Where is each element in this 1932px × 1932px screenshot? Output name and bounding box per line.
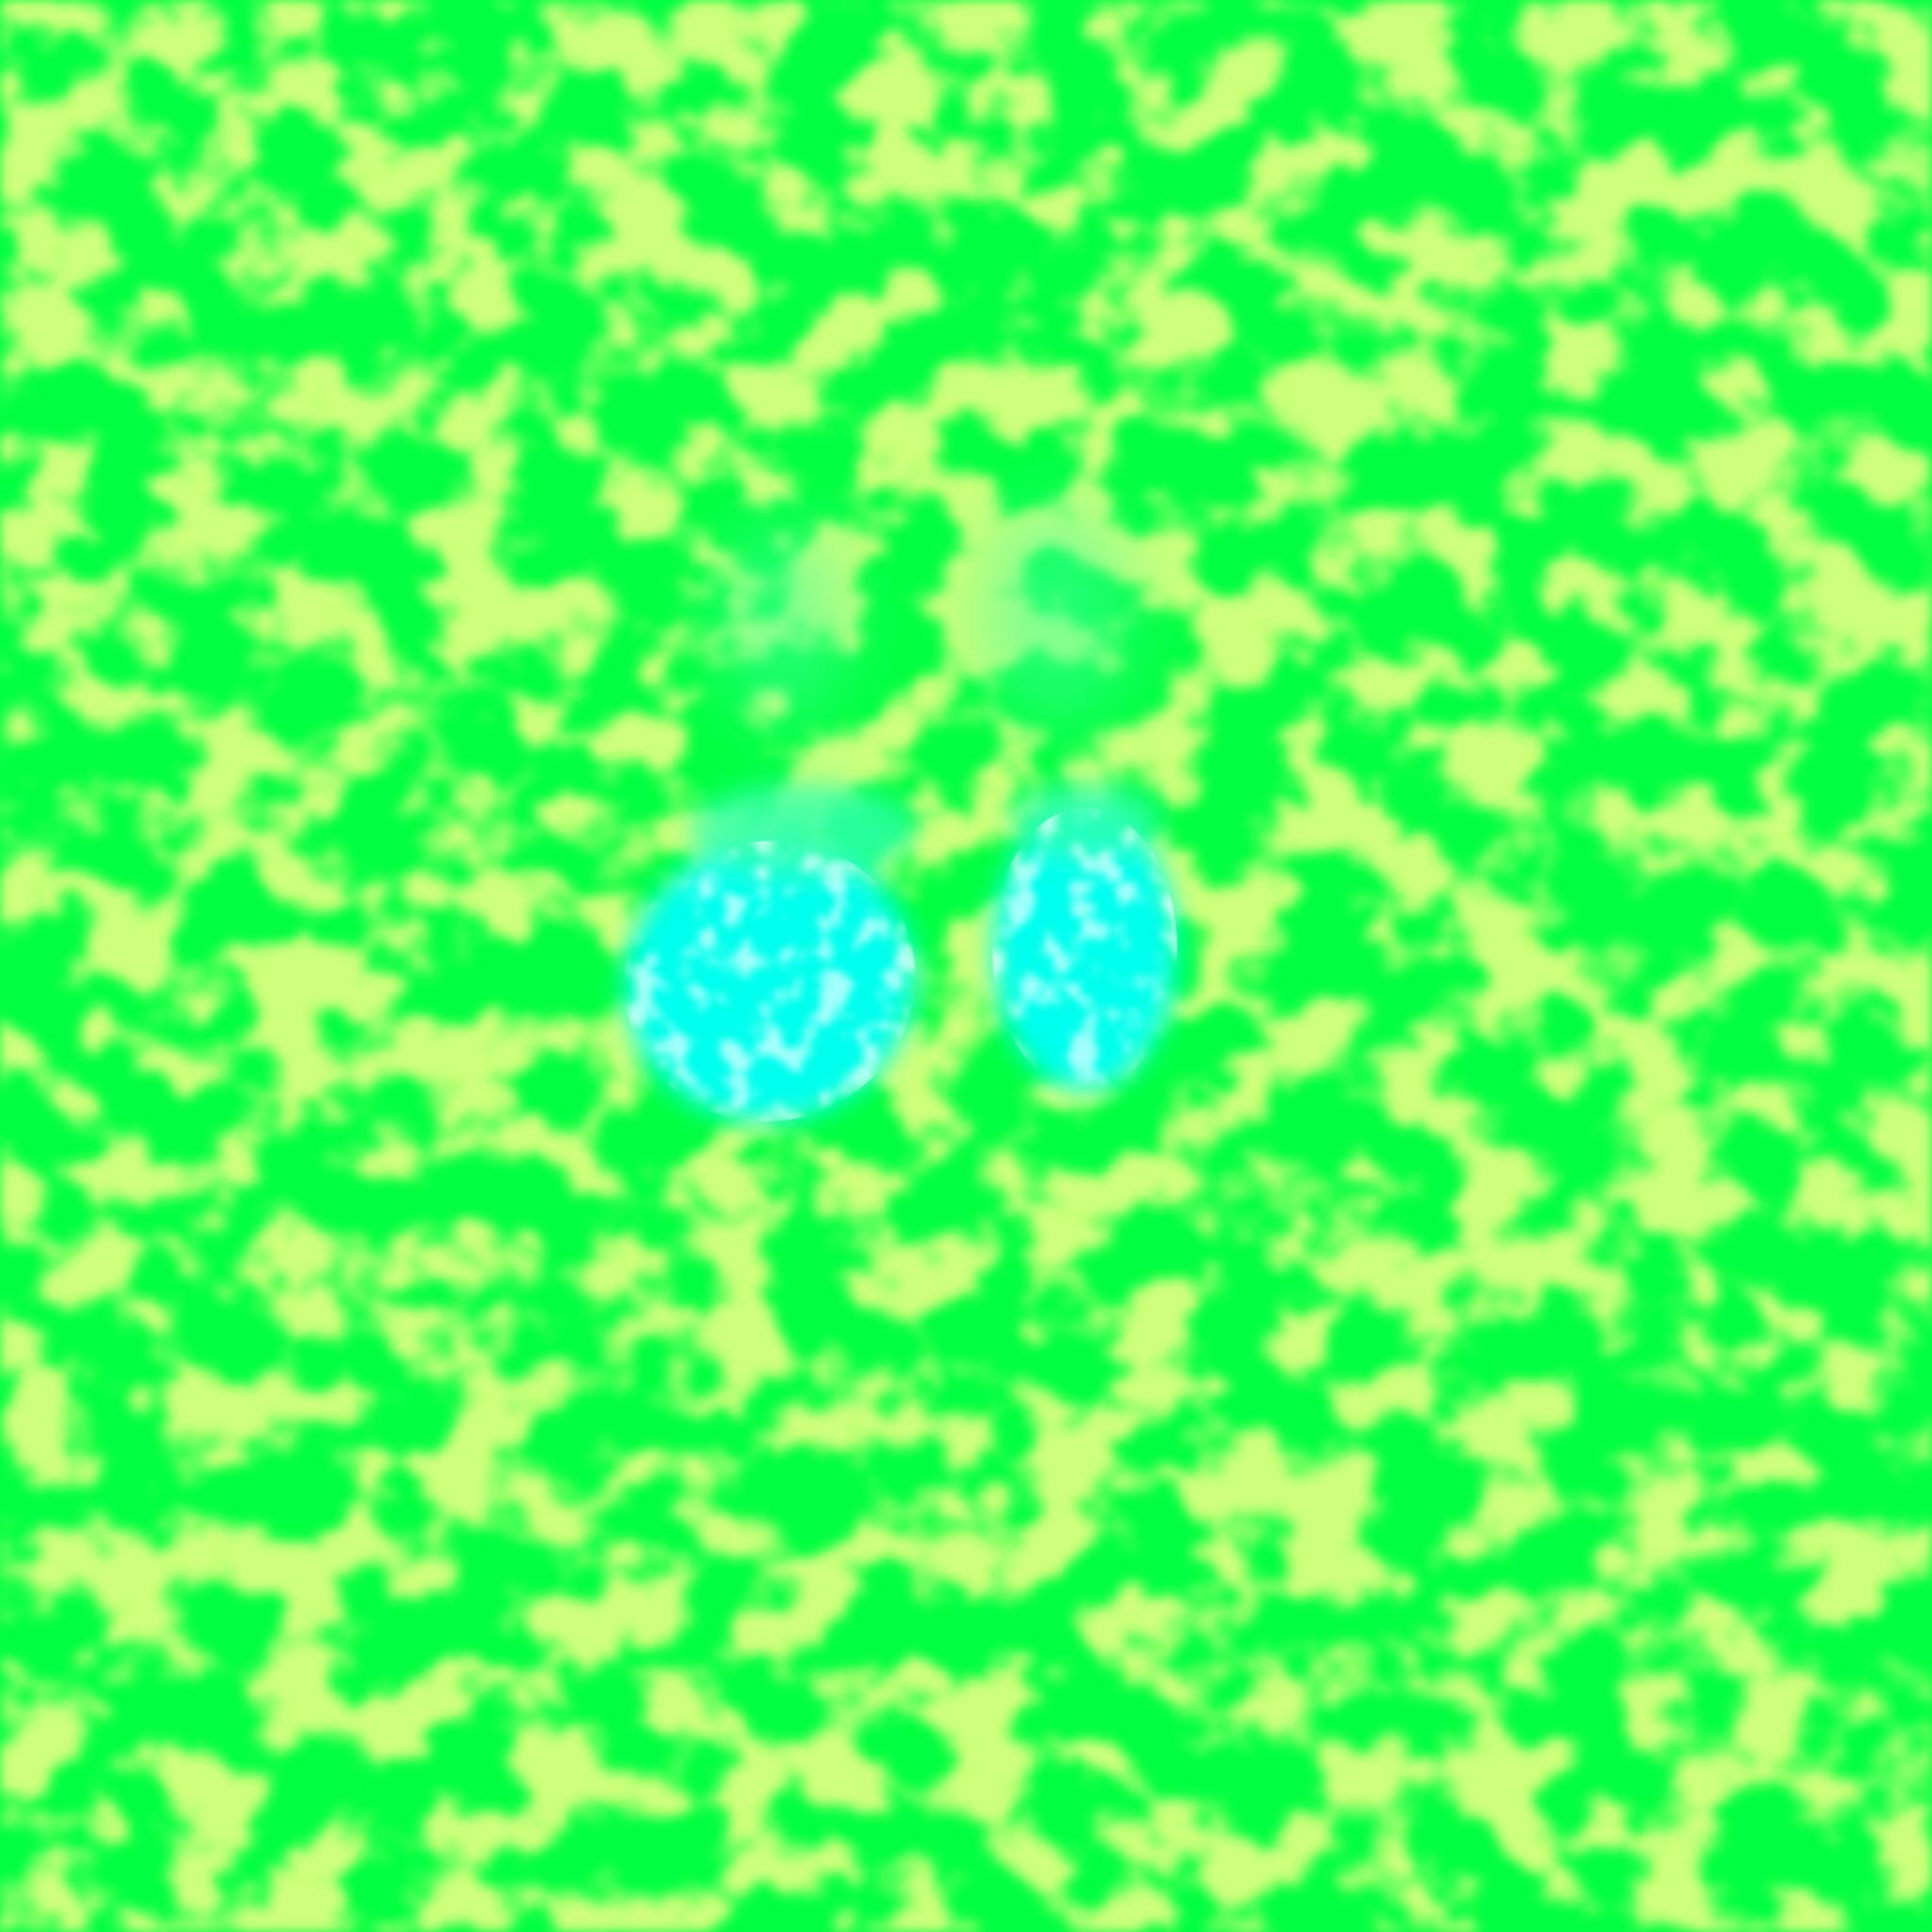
faint-region [981, 500, 1132, 726]
upper-faint-regions [717, 500, 1132, 726]
faint-region [717, 519, 849, 726]
